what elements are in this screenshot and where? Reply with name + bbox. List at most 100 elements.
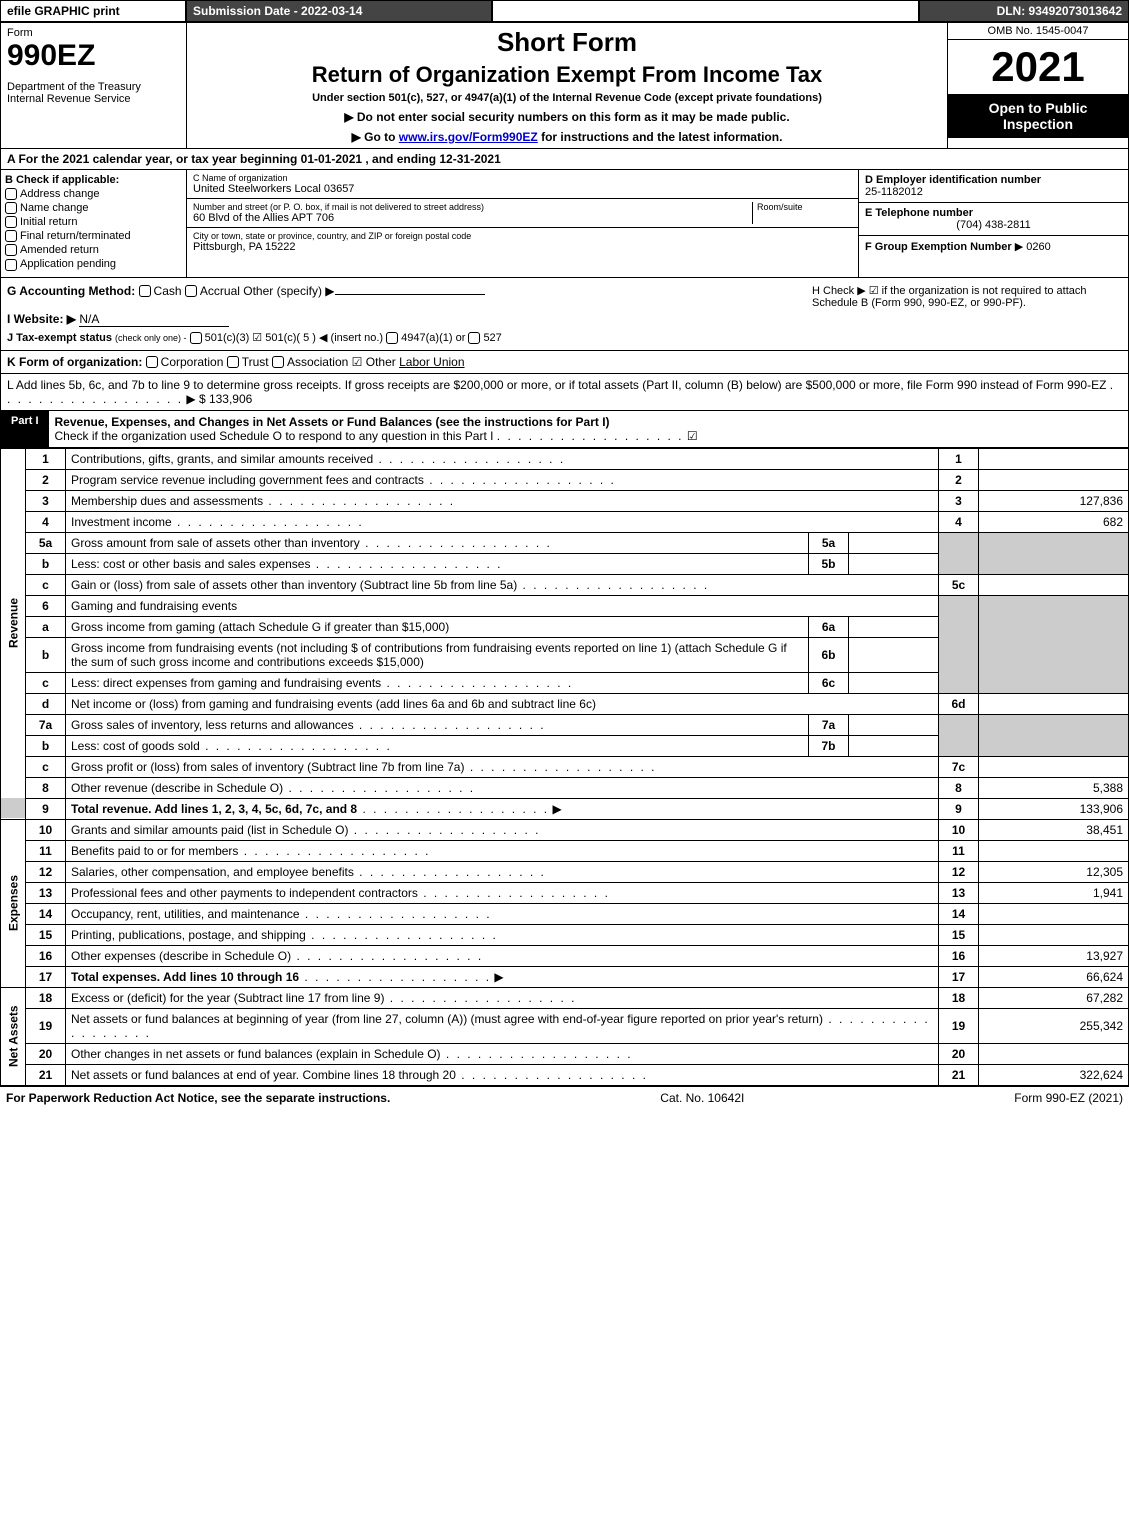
chk-initial[interactable]	[5, 216, 17, 228]
line-17-rno: 17	[939, 966, 979, 987]
chk-accrual[interactable]	[185, 285, 197, 297]
revenue-side-label: Revenue	[1, 448, 26, 798]
line-6-text: Gaming and fundraising events	[71, 599, 237, 613]
l-value: ▶ $ 133,906	[186, 392, 252, 406]
line-21-val: 322,624	[979, 1064, 1129, 1085]
line-4-rno: 4	[939, 511, 979, 532]
line-17-val: 66,624	[979, 966, 1129, 987]
line-12-rno: 12	[939, 861, 979, 882]
line-9-text: Total revenue. Add lines 1, 2, 3, 4, 5c,…	[71, 802, 357, 816]
c-room-label: Room/suite	[757, 202, 852, 212]
line-2-rno: 2	[939, 469, 979, 490]
chk-527[interactable]	[468, 332, 480, 344]
chk-name[interactable]	[5, 202, 17, 214]
line-2-val	[979, 469, 1129, 490]
g-other-line	[335, 294, 485, 295]
line-7b-sno: 7b	[809, 735, 849, 756]
line-8-val: 5,388	[979, 777, 1129, 798]
chk-initial-label: Initial return	[20, 216, 77, 228]
chk-address[interactable]	[5, 188, 17, 200]
line-3-val: 127,836	[979, 490, 1129, 511]
part1-title: Revenue, Expenses, and Changes in Net As…	[55, 415, 610, 429]
line-7c-rno: 7c	[939, 756, 979, 777]
title-under: Under section 501(c), 527, or 4947(a)(1)…	[191, 92, 943, 104]
chk-cash[interactable]	[139, 285, 151, 297]
line-5c-text: Gain or (loss) from sale of assets other…	[71, 578, 517, 592]
section-b: B Check if applicable: Address change Na…	[1, 170, 187, 277]
line-19-rno: 19	[939, 1008, 979, 1043]
chk-final[interactable]	[5, 230, 17, 242]
b-header: B Check if applicable:	[5, 174, 119, 186]
j-note: (check only one) -	[115, 333, 187, 343]
line-5c-rno: 5c	[939, 574, 979, 595]
line-1-text: Contributions, gifts, grants, and simila…	[71, 452, 373, 466]
phone-value: (704) 438-2811	[865, 219, 1122, 231]
form-word: Form	[7, 27, 180, 39]
g-cash: Cash	[154, 284, 182, 298]
line-14-rno: 14	[939, 903, 979, 924]
line-13-rno: 13	[939, 882, 979, 903]
line-18-val: 67,282	[979, 987, 1129, 1008]
line-13-text: Professional fees and other payments to …	[71, 886, 418, 900]
line-19-val: 255,342	[979, 1008, 1129, 1043]
line-7c-text: Gross profit or (loss) from sales of inv…	[71, 760, 464, 774]
chk-pending[interactable]	[5, 259, 17, 271]
chk-pending-label: Application pending	[20, 258, 116, 270]
row-k: K Form of organization: Corporation Trus…	[0, 351, 1129, 374]
line-8-rno: 8	[939, 777, 979, 798]
chk-address-label: Address change	[20, 188, 100, 200]
line-3-text: Membership dues and assessments	[71, 494, 263, 508]
part1-header: Part I	[1, 411, 49, 447]
line-5c-val	[979, 574, 1129, 595]
org-name: United Steelworkers Local 03657	[193, 183, 852, 195]
footer-left: For Paperwork Reduction Act Notice, see …	[6, 1091, 390, 1105]
irs-link[interactable]: www.irs.gov/Form990EZ	[399, 130, 538, 144]
chk-name-label: Name change	[20, 202, 89, 214]
d-label: D Employer identification number	[865, 174, 1041, 186]
title-long: Return of Organization Exempt From Incom…	[191, 62, 943, 88]
omb-label: OMB No. 1545-0047	[948, 23, 1128, 40]
efile-label: efile GRAPHIC print	[0, 0, 186, 22]
line-15-val	[979, 924, 1129, 945]
line-9-rno: 9	[939, 798, 979, 819]
dln-label: DLN: 93492073013642	[919, 0, 1129, 22]
c-name-label: C Name of organization	[193, 173, 852, 183]
line-6b-sno: 6b	[809, 637, 849, 672]
g-other: Other (specify) ▶	[243, 284, 334, 298]
website-value: N/A	[79, 312, 229, 327]
line-6a-sno: 6a	[809, 616, 849, 637]
line-6d-rno: 6d	[939, 693, 979, 714]
lines-table: Revenue 1 Contributions, gifts, grants, …	[0, 448, 1129, 1086]
link-post: for instructions and the latest informat…	[538, 130, 783, 144]
right-cell: OMB No. 1545-0047 2021 Open to Public In…	[948, 23, 1128, 148]
c-city-label: City or town, state or province, country…	[193, 231, 852, 241]
line-1-val	[979, 448, 1129, 469]
c-street-label: Number and street (or P. O. box, if mail…	[193, 202, 752, 212]
form-number: 990EZ	[7, 39, 180, 73]
chk-501c3[interactable]	[190, 332, 202, 344]
chk-corp[interactable]	[146, 356, 158, 368]
tax-year: 2021	[948, 40, 1128, 94]
line-5b-sno: 5b	[809, 553, 849, 574]
chk-assoc[interactable]	[272, 356, 284, 368]
open-inspection: Open to Public Inspection	[948, 94, 1128, 138]
part1-dots	[497, 429, 684, 443]
dept-label: Department of the Treasury	[7, 81, 180, 93]
submission-date: Submission Date - 2022-03-14	[186, 0, 492, 22]
footer-mid: Cat. No. 10642I	[660, 1091, 744, 1105]
chk-trust[interactable]	[227, 356, 239, 368]
expenses-side-label: Expenses	[1, 819, 26, 987]
l-text: L Add lines 5b, 6c, and 7b to line 9 to …	[7, 378, 1106, 392]
header-spacer	[492, 0, 919, 22]
line-10-text: Grants and similar amounts paid (list in…	[71, 823, 348, 837]
line-12-text: Salaries, other compensation, and employ…	[71, 865, 354, 879]
chk-4947[interactable]	[386, 332, 398, 344]
chk-amended[interactable]	[5, 244, 17, 256]
line-16-text: Other expenses (describe in Schedule O)	[71, 949, 291, 963]
line-6c-sno: 6c	[809, 672, 849, 693]
line-5b-text: Less: cost or other basis and sales expe…	[71, 557, 310, 571]
j-527: 527	[483, 332, 501, 344]
line-5a-sno: 5a	[809, 532, 849, 553]
e-label: E Telephone number	[865, 207, 973, 219]
i-label: I Website: ▶	[7, 312, 76, 326]
